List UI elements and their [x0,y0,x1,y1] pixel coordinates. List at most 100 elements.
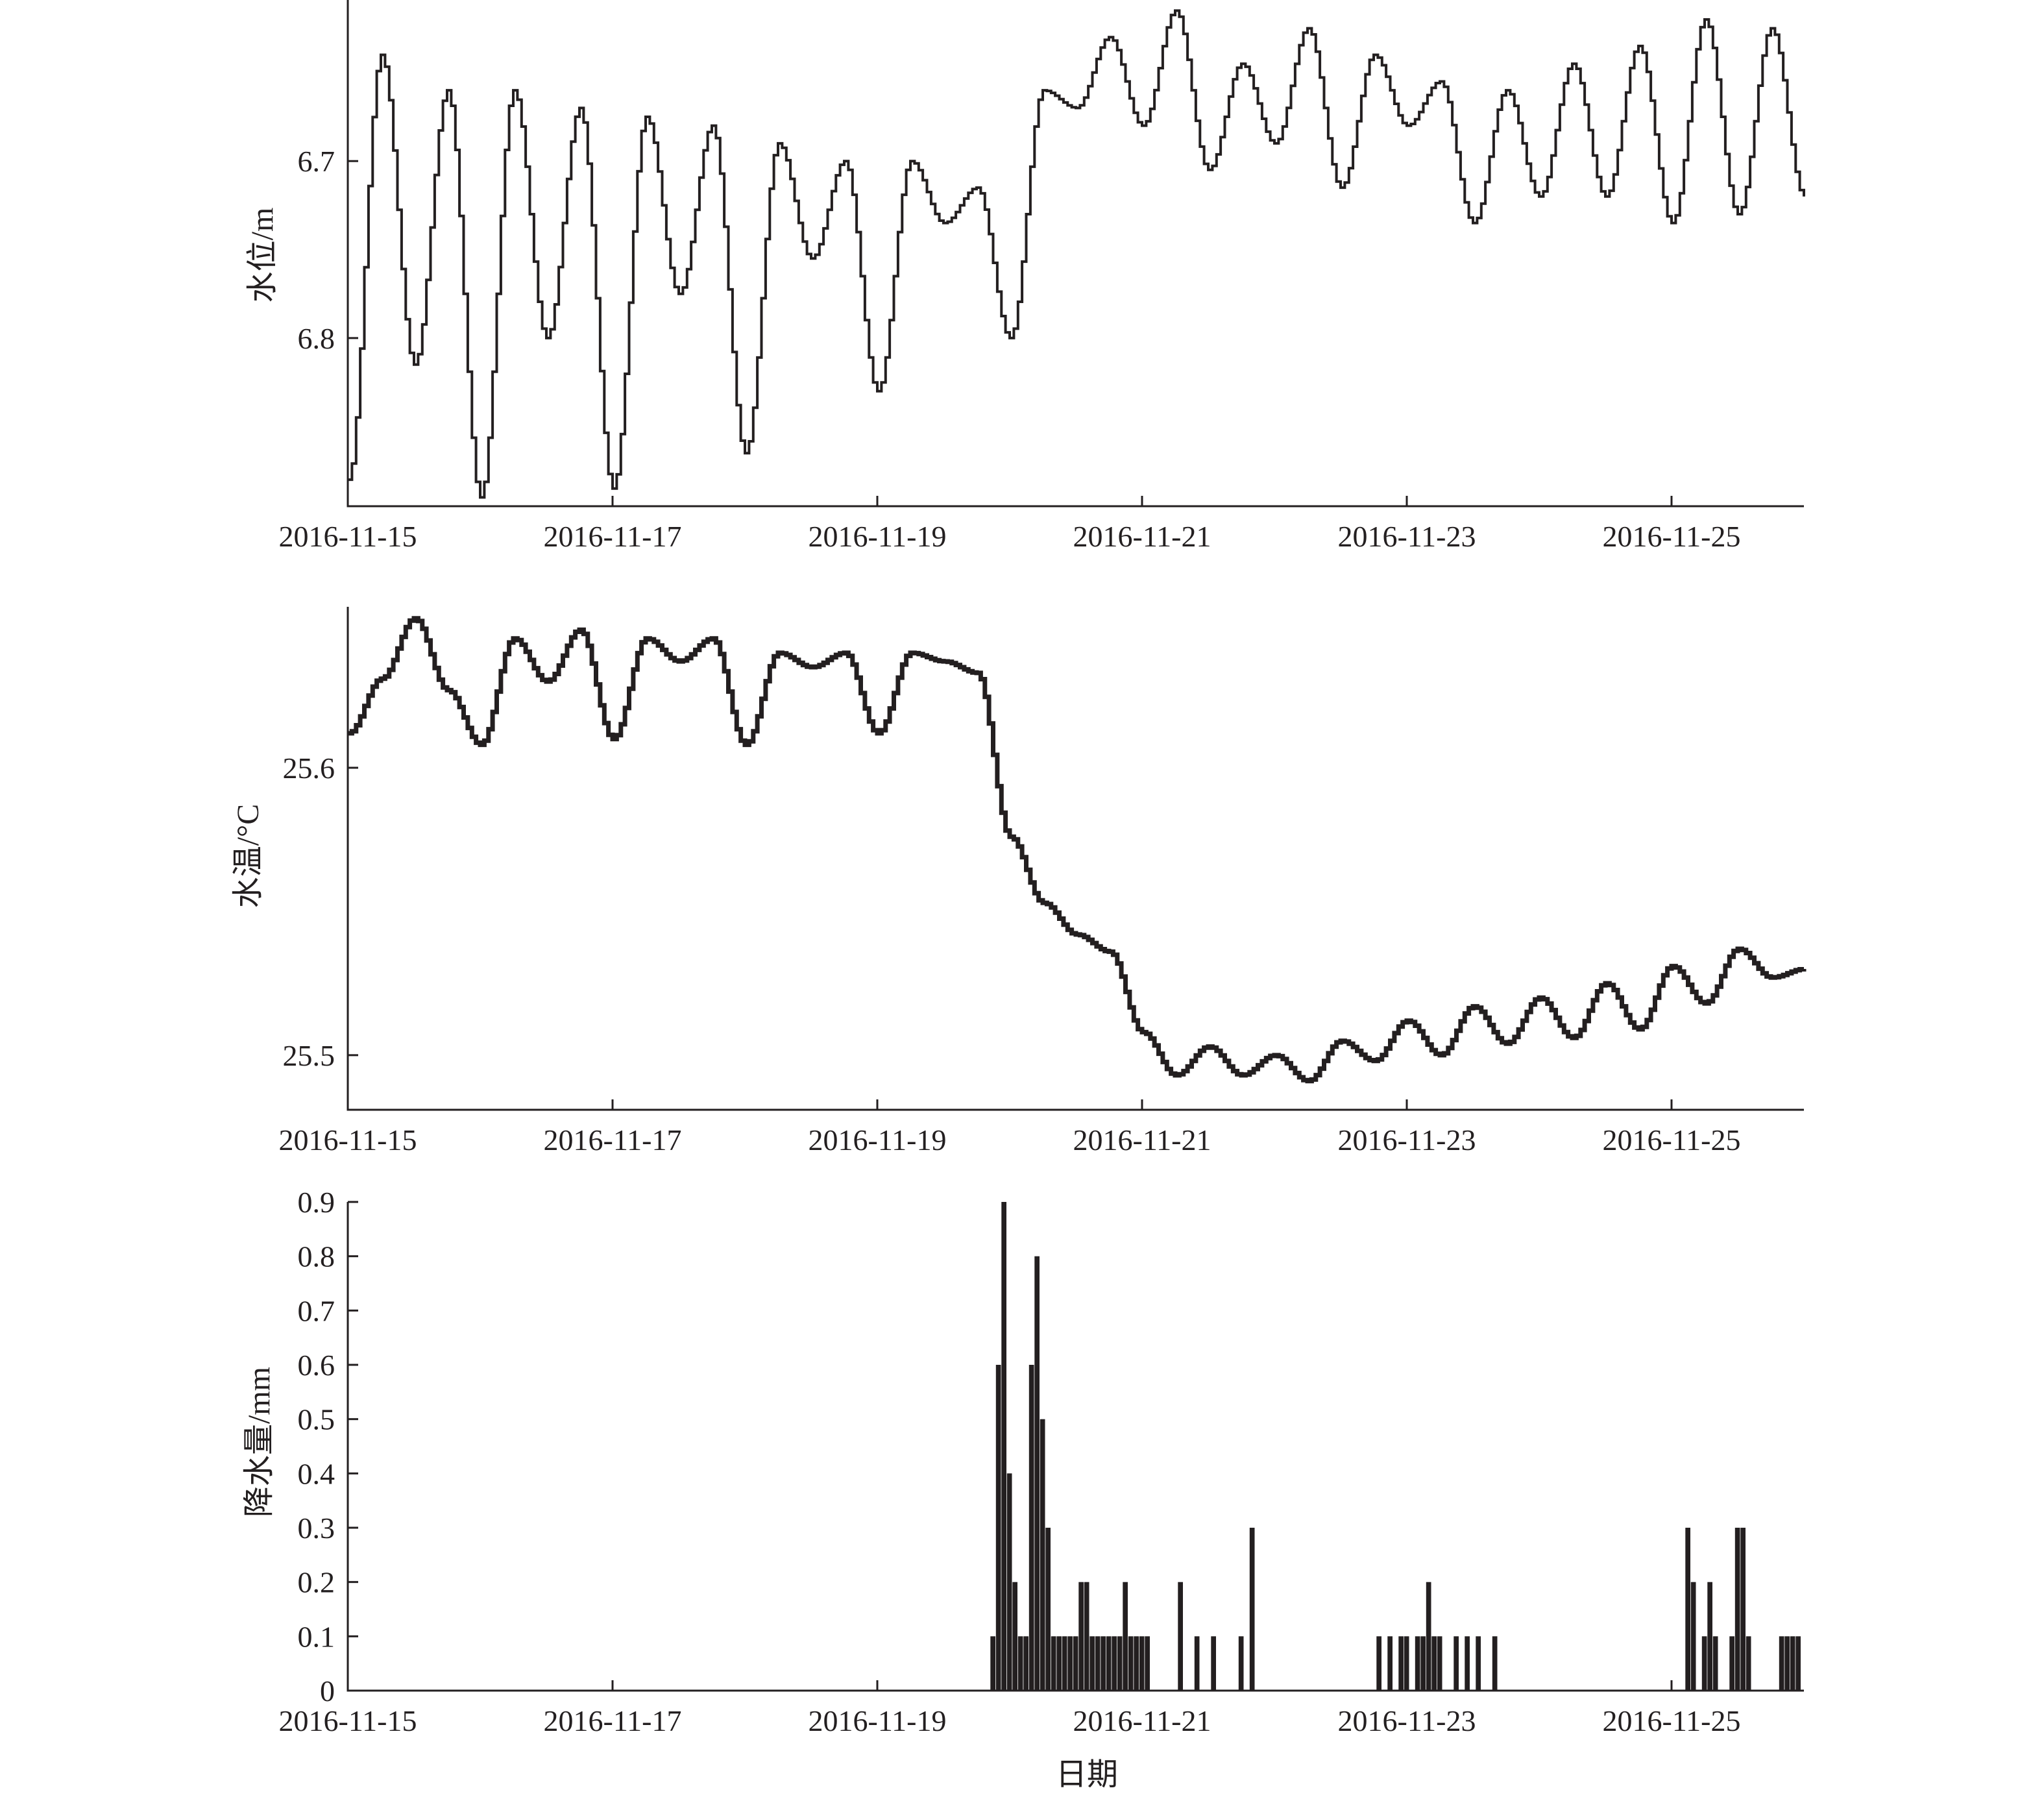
precipitation-bar [1078,1582,1084,1691]
precipitation-bar [1465,1636,1470,1691]
precipitation-ytick-label: 0.6 [298,1349,335,1382]
precipitation-xtick-label: 2016-11-17 [544,1704,682,1737]
precipitation-bar [1194,1636,1200,1691]
water-level-xtick-label: 2016-11-21 [1073,520,1211,553]
precipitation-ytick-label: 0.3 [298,1511,335,1545]
water-level-axes [347,0,1804,508]
precipitation-bar [1398,1636,1404,1691]
precipitation-bar [1123,1582,1128,1691]
precipitation-bar [1028,1365,1034,1691]
water-level-ylabel: 水位/m [245,208,280,303]
precipitation-bar [1106,1636,1112,1691]
water-temperature-panel: 水温/°C 25.5 25.6 2016-11-15 2016-11-17 2016-1… [231,607,1807,1156]
precipitation-ytick-label: 0 [320,1674,335,1707]
water-level-xtick-label: 2016-11-23 [1338,520,1476,553]
precipitation-bar [1404,1636,1409,1691]
precipitation-xlabel: 日期 [1056,1757,1118,1792]
water-temperature-xtick-label: 2016-11-17 [544,1123,682,1156]
water-level-ytick-label: 6.8 [298,322,335,355]
precipitation-bar [1454,1636,1459,1691]
precipitation-bar [1145,1636,1150,1691]
precipitation-ytick-label: 0.4 [298,1457,335,1490]
precipitation-bar [1034,1256,1040,1691]
precipitation-bar [1437,1636,1442,1691]
precipitation-bar [1001,1202,1006,1691]
precipitation-bar [1040,1419,1045,1691]
precipitation-bar [1376,1636,1381,1691]
water-temperature-series-line [348,616,1807,1084]
precipitation-axes [347,1202,1804,1692]
precipitation-panel: 降水量/mm 日期 0 0.1 0.2 0.3 0.4 0.5 0.6 0.7 0.8 0.9 20… [242,1186,1804,1792]
precipitation-bar [1006,1473,1012,1691]
precipitation-bar [1238,1636,1244,1691]
precipitation-bar [1062,1636,1067,1691]
precipitation-bar [1023,1636,1028,1691]
precipitation-bar [1012,1582,1017,1691]
water-level-series-line [348,9,1805,499]
precipitation-bar [1101,1636,1106,1691]
precipitation-bar [1128,1636,1134,1691]
water-level-xtick-label: 2016-11-25 [1603,520,1741,553]
water-level-xtick-label: 2016-11-17 [544,520,682,553]
water-temperature-ytick-label: 25.6 [283,752,335,785]
precipitation-bar [1387,1636,1393,1691]
precipitation-ytick-label: 0.8 [298,1240,335,1273]
precipitation-bar [1707,1582,1712,1691]
precipitation-bar [1095,1636,1101,1691]
precipitation-ytick-label: 0.7 [298,1294,335,1327]
water-temperature-xtick-label: 2016-11-21 [1073,1123,1211,1156]
water-temperature-xtick-label: 2016-11-23 [1338,1123,1476,1156]
water-level-panel: 水位/m 6.7 6.8 2016-11-15 2016-11-17 2016-11-1… [245,0,1805,553]
precipitation-bar [1784,1636,1790,1691]
water-temperature-ylabel: 水温/°C [231,804,265,909]
water-temperature-xtick-label: 2016-11-15 [279,1123,417,1156]
water-level-ytick-label: 6.7 [298,145,335,178]
precipitation-bar [1178,1582,1183,1691]
precipitation-bar [1073,1636,1078,1691]
precipitation-bar [1084,1582,1089,1691]
precipitation-bar [1476,1636,1481,1691]
precipitation-bar [1790,1636,1795,1691]
precipitation-ylabel: 降水量/mm [242,1367,276,1517]
precipitation-bar [1415,1636,1420,1691]
precipitation-ytick-label: 0.9 [298,1186,335,1219]
water-temperature-xtick-label: 2016-11-19 [809,1123,947,1156]
precipitation-bar [1112,1636,1117,1691]
precipitation-bar [1431,1636,1437,1691]
precipitation-bar [1795,1636,1801,1691]
precipitation-bar [995,1365,1001,1691]
precipitation-bar [990,1636,995,1691]
precipitation-bar [1712,1636,1718,1691]
precipitation-bar [1051,1636,1056,1691]
water-level-xtick-label: 2016-11-15 [279,520,417,553]
precipitation-bar [1056,1636,1062,1691]
precipitation-bar [1089,1636,1095,1691]
precipitation-bar [1211,1636,1216,1691]
precipitation-bar [1017,1636,1023,1691]
precipitation-bar [1734,1528,1740,1691]
precipitation-bar [1701,1636,1707,1691]
water-level-xtick-label: 2016-11-19 [809,520,947,553]
precipitation-ytick-label: 0.5 [298,1403,335,1436]
precipitation-bar [1420,1636,1426,1691]
precipitation-xtick-label: 2016-11-23 [1338,1704,1476,1737]
precipitation-bar [1492,1636,1498,1691]
precipitation-ytick-label: 0.1 [298,1620,335,1653]
precipitation-bar [1779,1636,1784,1691]
precipitation-bar [1117,1636,1123,1691]
precipitation-xtick-label: 2016-11-19 [809,1704,947,1737]
precipitation-bar [1729,1636,1734,1691]
precipitation-ytick-label: 0.2 [298,1566,335,1599]
precipitation-bar [1139,1636,1145,1691]
precipitation-bar [1249,1528,1255,1691]
precipitation-bar [1067,1636,1073,1691]
precipitation-xtick-label: 2016-11-15 [279,1704,417,1737]
precipitation-bar [1746,1636,1751,1691]
precipitation-bar [1685,1528,1690,1691]
precipitation-xtick-label: 2016-11-21 [1073,1704,1211,1737]
water-temperature-ytick-label: 25.5 [283,1039,335,1072]
water-temperature-axes [347,607,1804,1111]
precipitation-bar [1740,1528,1746,1691]
precipitation-bar [1426,1582,1431,1691]
